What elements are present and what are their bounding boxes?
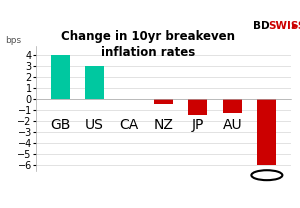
Text: BD: BD (254, 21, 270, 31)
Bar (154, 99, 173, 104)
Bar (223, 99, 242, 113)
Text: Change in 10yr breakeven
inflation rates: Change in 10yr breakeven inflation rates (61, 30, 235, 58)
Text: ▶: ▶ (292, 21, 298, 30)
Bar (85, 66, 104, 99)
Text: SWISS: SWISS (268, 21, 300, 31)
Text: bps: bps (5, 36, 22, 45)
Bar (51, 54, 70, 99)
Bar (257, 99, 276, 165)
Bar (188, 99, 207, 115)
